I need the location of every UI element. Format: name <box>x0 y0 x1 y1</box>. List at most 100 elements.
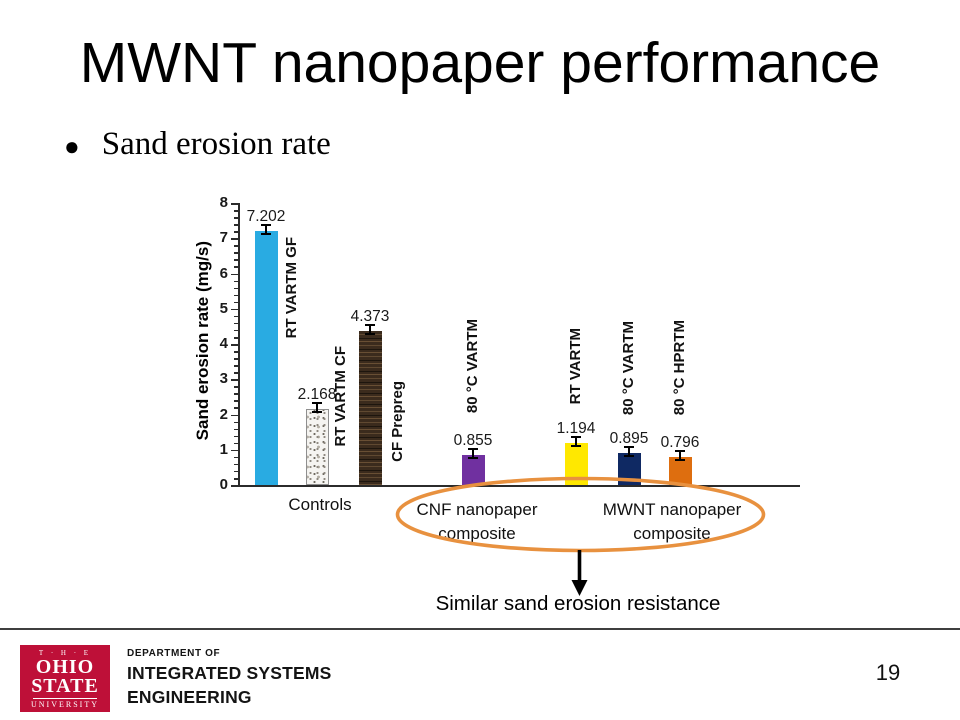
annotation-text: Similar sand erosion resistance <box>435 592 721 615</box>
y-axis-title: Sand erosion rate (mg/s) <box>193 241 212 441</box>
bar <box>461 454 485 485</box>
y-major-tick <box>231 379 238 381</box>
bar <box>668 456 692 485</box>
bar-category-label: 80 °C HPRTM <box>671 319 688 415</box>
bar <box>358 330 382 485</box>
y-tick-label: 0 <box>219 476 228 493</box>
y-minor-tick <box>234 322 238 325</box>
y-minor-tick <box>234 252 238 254</box>
logo-state: STATE <box>31 674 99 697</box>
y-tick-label: 4 <box>219 335 228 352</box>
y-minor-tick <box>234 336 238 339</box>
y-minor-tick <box>234 435 238 438</box>
slide-title: MWNT nanopaper performance <box>79 31 881 95</box>
bar-chart: 0 1 2 3 4 5 6 7 8 Sand erosion rate (mg/s) 7.202 RT… <box>180 194 820 560</box>
department-of-label: DEPARTMENT OF <box>127 648 221 659</box>
y-minor-tick <box>234 372 238 374</box>
y-tick-label: 7 <box>219 229 228 247</box>
error-bar <box>261 224 271 236</box>
bar-value-label: 0.855 <box>453 431 493 449</box>
bar-value-label: 7.202 <box>246 208 286 226</box>
y-minor-tick <box>234 358 238 360</box>
bar-value-label: 1.194 <box>556 419 596 437</box>
y-minor-tick <box>234 477 238 480</box>
department-line1: INTEGRATED SYSTEMS <box>127 663 332 683</box>
error-bar <box>312 401 322 413</box>
page-number: 19 <box>875 660 901 685</box>
bar <box>305 408 329 485</box>
bullet-marker-icon: ● <box>64 131 80 161</box>
bar-category-label: RT VARTM GF <box>283 236 300 338</box>
error-bar <box>468 447 478 459</box>
y-minor-tick <box>234 301 238 304</box>
y-major-tick <box>231 485 238 487</box>
logo-university: UNIVERSITY <box>31 699 99 709</box>
y-minor-tick <box>234 407 238 410</box>
y-minor-tick <box>234 210 238 212</box>
department-block: DEPARTMENT OF INTEGRATED SYSTEMS ENGINEE… <box>127 648 332 708</box>
error-bar <box>571 435 581 447</box>
group-label: CNF nanopaper composite <box>416 500 538 543</box>
bar-value-label: 0.796 <box>660 433 700 451</box>
bar-value-label: 0.895 <box>609 430 649 448</box>
y-minor-tick <box>234 259 238 261</box>
bar-category-label: CF Prepreg <box>389 381 406 462</box>
logo-ohio: OHIO <box>35 655 95 678</box>
bar-value-label: 2.168 <box>297 385 337 403</box>
y-minor-tick <box>234 266 238 269</box>
y-minor-tick <box>234 294 238 297</box>
y-major-tick <box>231 273 238 276</box>
y-minor-tick <box>234 217 238 219</box>
error-bar <box>624 446 634 458</box>
bar-category-label: RT VARTM CF <box>332 346 349 447</box>
y-minor-tick <box>234 393 238 395</box>
y-minor-tick <box>234 463 238 466</box>
y-tick-label: 8 <box>219 194 228 211</box>
y-minor-tick <box>234 421 238 424</box>
bar <box>254 231 278 485</box>
y-major-tick <box>231 308 238 311</box>
y-major-tick <box>231 238 238 240</box>
bar-category-label: 80 °C VARTM <box>464 318 481 413</box>
y-major-tick <box>231 203 238 205</box>
department-line2: ENGINEERING <box>127 687 252 707</box>
y-major-tick <box>231 449 238 452</box>
footer-divider <box>0 628 960 630</box>
y-tick-label: 3 <box>219 370 228 388</box>
x-axis-line <box>238 485 800 487</box>
y-minor-tick <box>234 329 238 332</box>
logo-the: T · H · E <box>38 648 92 657</box>
y-minor-tick <box>234 231 238 233</box>
y-major-tick <box>231 344 238 346</box>
y-minor-tick <box>234 280 238 283</box>
y-minor-tick <box>234 365 238 367</box>
bar-value-label: 4.373 <box>350 307 390 325</box>
bullet-item: ● Sand erosion rate <box>64 126 331 166</box>
y-tick-label: 2 <box>219 405 228 423</box>
y-axis-line <box>238 203 240 487</box>
y-minor-tick <box>234 456 238 459</box>
logo-rule <box>33 697 97 699</box>
y-minor-tick <box>234 442 238 445</box>
y-minor-tick <box>234 224 238 226</box>
y-minor-tick <box>234 315 238 318</box>
bullet-text: Sand erosion rate <box>101 126 331 162</box>
group-label: Controls <box>288 495 352 514</box>
y-tick-label: 6 <box>219 264 228 282</box>
y-minor-tick <box>234 400 238 402</box>
bar <box>617 453 641 485</box>
y-minor-tick <box>234 245 238 247</box>
y-minor-tick <box>234 351 238 353</box>
y-tick-label: 1 <box>219 440 228 458</box>
y-tick-label: 5 <box>219 299 228 317</box>
y-minor-tick <box>234 386 238 388</box>
error-bar <box>365 323 375 335</box>
y-minor-tick <box>234 287 238 290</box>
group-label: MWNT nanopaper composite <box>602 500 742 543</box>
bar <box>564 442 588 485</box>
bar-category-label: 80 °C VARTM <box>620 320 637 415</box>
osu-logo: T · H · E OHIO STATE UNIVERSITY <box>20 645 110 712</box>
error-bar <box>675 449 685 461</box>
y-major-tick <box>231 414 238 417</box>
